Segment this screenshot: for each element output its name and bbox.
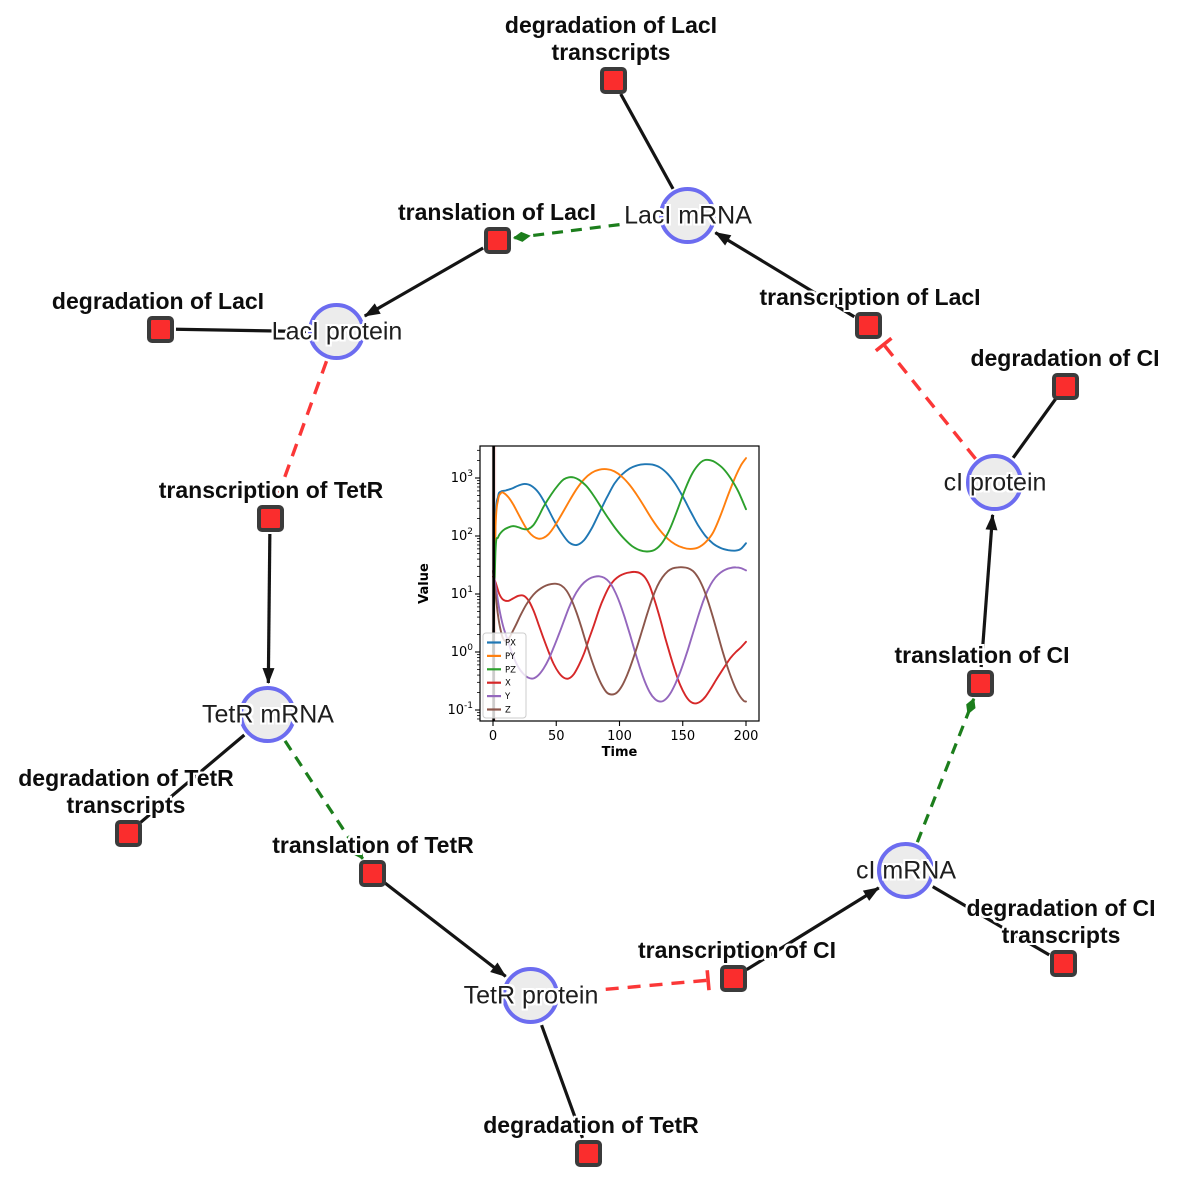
reaction-node-degradation-of-ci-transcripts[interactable]	[1049, 949, 1077, 977]
x-tick-label: 100	[607, 729, 632, 744]
reaction-label-translation-of-tetr: translation of TetR	[272, 832, 473, 859]
legend-label-X: X	[505, 679, 511, 689]
species-node-ci-protein[interactable]	[966, 454, 1023, 511]
reaction-label-degradation-of-ci-transcripts: degradation of CI transcripts	[966, 895, 1155, 949]
series-line-PX	[492, 463, 747, 653]
reaction-label-line: degradation of CI	[966, 895, 1156, 921]
reaction-node-transcription-of-tetr[interactable]	[256, 504, 284, 532]
reaction-label-translation-of-laci: translation of LacI	[398, 199, 596, 226]
species-node-tetr-mrna[interactable]	[239, 686, 296, 743]
y-tick-label: 102	[451, 527, 473, 544]
reaction-node-translation-of-laci[interactable]	[483, 226, 511, 254]
x-tick-label: 200	[734, 729, 759, 744]
edge-inhibition-ci-protein-to-transcription-of-laci[interactable]	[874, 336, 977, 460]
legend-label-Z: Z	[505, 706, 511, 716]
reaction-label-degradation-of-laci-transcripts: degradation of LacI transcripts	[505, 12, 717, 66]
species-node-laci-protein[interactable]	[308, 303, 365, 360]
reaction-label-line: translation of CI	[894, 642, 1070, 668]
species-label-tetr-protein: TetR protein	[463, 981, 599, 1010]
edge-activation-laci-mrna-to-translation-of-laci[interactable]	[512, 218, 658, 242]
reaction-label-line: degradation of TetR	[483, 1112, 699, 1138]
reaction-node-degradation-of-tetr-transcripts[interactable]	[114, 819, 142, 847]
edge-consumption-tetr-protein-to-degradation-of-tetr[interactable]	[540, 1024, 585, 1139]
edge-production-translation-of-laci-to-laci-protein[interactable]	[363, 246, 484, 318]
edge-production-translation-of-tetr-to-tetr-protein[interactable]	[383, 881, 507, 978]
timecourse-chart: 0 50 100 150 200 10-1 100 101 102 103 Time Value PX P…	[417, 445, 760, 760]
reaction-node-transcription-of-laci[interactable]	[854, 311, 882, 339]
x-tick-label: 150	[670, 729, 695, 744]
reaction-node-transcription-of-ci[interactable]	[719, 964, 747, 992]
edge-production-transcription-of-laci-to-laci-mrna[interactable]	[714, 231, 856, 319]
reaction-label-degradation-of-ci: degradation of CI	[970, 345, 1159, 372]
legend-label-PX: PX	[505, 639, 516, 649]
edge-activation-tetr-mrna-to-translation-of-tetr[interactable]	[283, 740, 364, 860]
reaction-node-degradation-of-laci-transcripts[interactable]	[599, 66, 627, 94]
reaction-label-line: transcription of CI	[637, 937, 837, 963]
reaction-label-line: translation of TetR	[272, 832, 474, 858]
legend-label-PY: PY	[505, 652, 516, 662]
species-label-laci-mrna: LacI mRNA	[624, 201, 752, 230]
species-node-laci-mrna[interactable]	[659, 187, 716, 244]
y-tick-label: 100	[451, 643, 474, 660]
legend-label-PZ: PZ	[505, 665, 516, 675]
species-label-ci-mrna: cI mRNA	[856, 856, 956, 885]
species-label-laci-protein: LacI protein	[271, 317, 403, 346]
species-node-tetr-protein[interactable]	[502, 967, 559, 1024]
reaction-label-degradation-of-laci: degradation of LacI	[52, 288, 264, 315]
series-line-PZ	[492, 458, 747, 653]
legend-label-Y: Y	[504, 692, 511, 702]
edge-production-transcription-of-ci-to-ci-mrna[interactable]	[745, 886, 880, 971]
edge-consumption-tetr-mrna-to-degradation-of-tetr-transcripts[interactable]	[139, 733, 246, 824]
reaction-label-transcription-of-tetr: transcription of TetR	[159, 477, 383, 504]
series-line-PY	[492, 457, 747, 653]
edge-consumption-laci-mrna-to-degradation-of-laci-transcripts[interactable]	[619, 93, 675, 190]
reaction-node-translation-of-tetr[interactable]	[358, 859, 386, 887]
reaction-label-degradation-of-tetr-transcripts: degradation of TetR transcripts	[18, 765, 234, 819]
reaction-label-line: degradation of TetR	[18, 765, 234, 791]
reaction-label-line: transcription of LacI	[759, 284, 981, 310]
reaction-label-degradation-of-tetr: degradation of TetR	[483, 1112, 699, 1139]
reaction-label-line: transcripts	[1001, 922, 1121, 948]
y-tick-label: 101	[451, 585, 473, 602]
y-tick-label: 10-1	[447, 701, 473, 718]
x-tick-label: 0	[489, 729, 497, 744]
reaction-node-degradation-of-tetr[interactable]	[574, 1139, 602, 1167]
reaction-label-line: transcripts	[551, 39, 671, 65]
reaction-node-degradation-of-laci[interactable]	[146, 315, 174, 343]
reaction-label-line: degradation of LacI	[504, 12, 718, 38]
series-line-X	[492, 570, 747, 705]
x-tick-label: 50	[548, 729, 565, 744]
edge-activation-ci-mrna-to-translation-of-ci[interactable]	[915, 697, 976, 843]
reaction-label-line: transcription of TetR	[158, 477, 384, 503]
reaction-label-line: translation of LacI	[397, 199, 597, 225]
edge-production-translation-of-ci-to-ci-protein[interactable]	[979, 513, 998, 668]
reaction-node-degradation-of-ci[interactable]	[1051, 372, 1079, 400]
edge-inhibition-tetr-protein-to-transcription-of-ci[interactable]	[561, 970, 711, 995]
series-line-Z	[492, 566, 747, 703]
reaction-label-translation-of-ci: translation of CI	[894, 642, 1069, 669]
reaction-label-line: degradation of LacI	[51, 288, 265, 314]
series-line-Y	[492, 566, 747, 703]
edge-consumption-ci-protein-to-degradation-of-ci[interactable]	[1011, 398, 1057, 459]
y-tick-label: 103	[451, 469, 473, 486]
reaction-node-translation-of-ci[interactable]	[966, 669, 994, 697]
edge-consumption-ci-mrna-to-degradation-of-ci-transcripts[interactable]	[931, 885, 1051, 957]
edge-inhibition-laci-protein-to-transcription-of-tetr[interactable]	[268, 360, 329, 500]
reaction-label-line: transcripts	[66, 792, 186, 818]
reaction-label-line: degradation of CI	[970, 345, 1160, 371]
reaction-label-transcription-of-ci: transcription of CI	[638, 937, 836, 964]
x-axis-title: Time	[602, 745, 638, 760]
species-label-ci-protein: cI protein	[943, 468, 1047, 497]
edge-production-transcription-of-tetr-to-tetr-mrna[interactable]	[262, 533, 275, 685]
y-axis-title: Value	[417, 563, 432, 604]
reaction-label-transcription-of-laci: transcription of LacI	[759, 284, 980, 311]
species-label-tetr-mrna: TetR mRNA	[202, 700, 334, 729]
species-node-ci-mrna[interactable]	[877, 842, 934, 899]
edge-consumption-laci-protein-to-degradation-of-laci[interactable]	[175, 327, 307, 334]
